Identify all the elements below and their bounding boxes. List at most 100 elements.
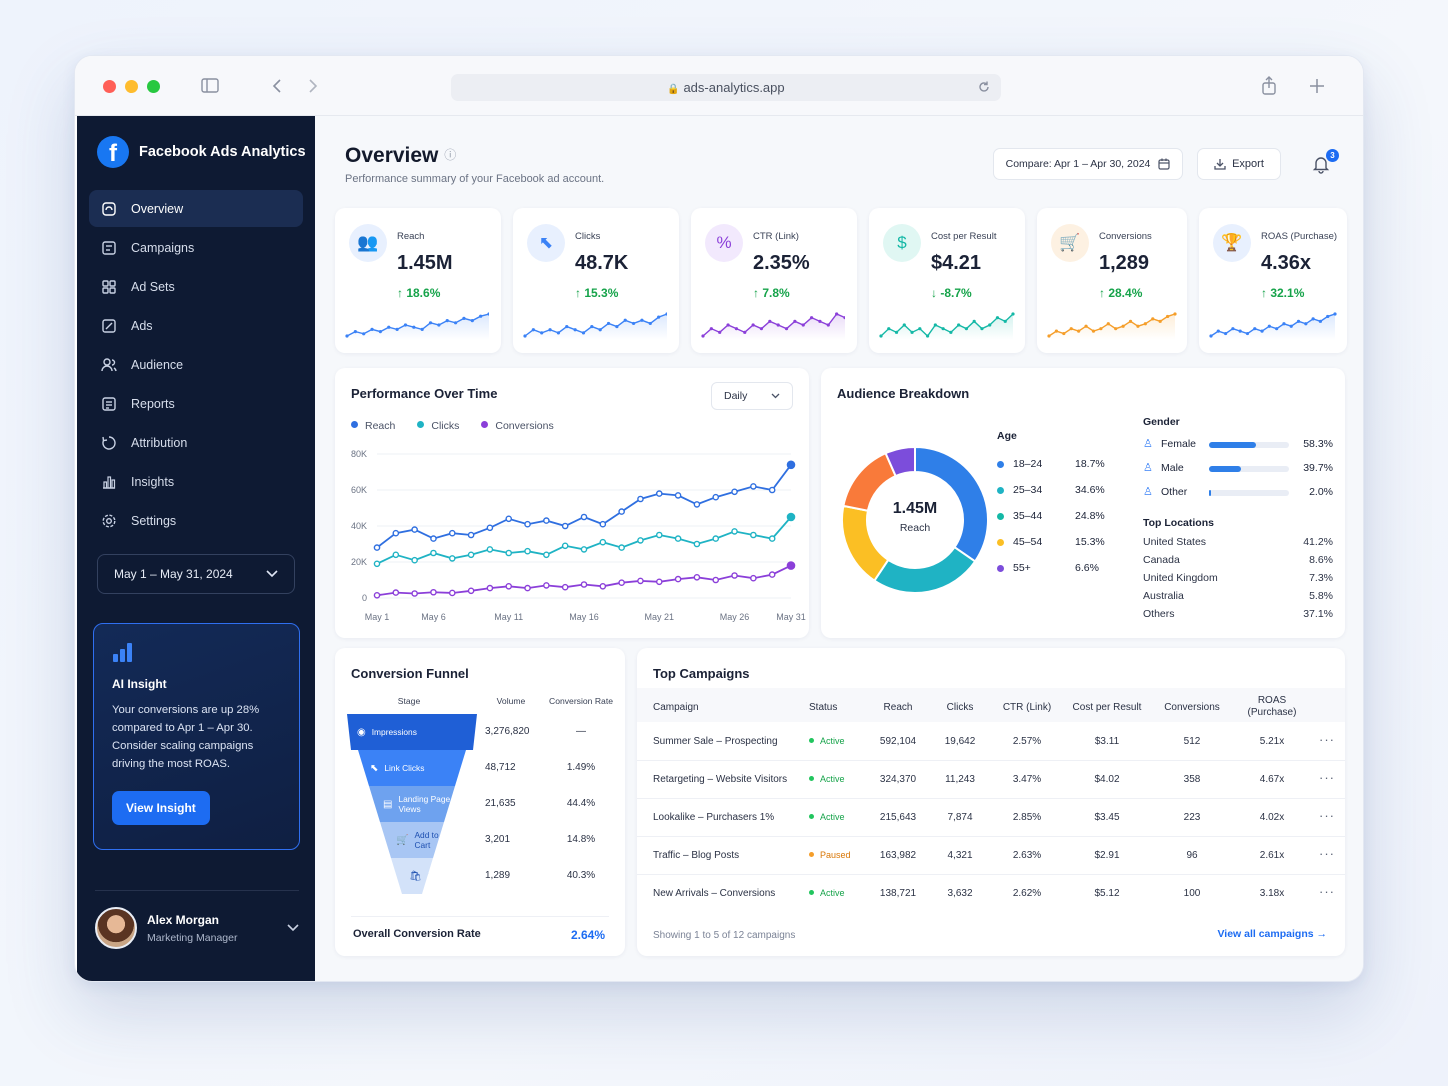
donut-segment[interactable] bbox=[872, 545, 977, 594]
data-point-reach[interactable] bbox=[693, 501, 701, 508]
data-point-clicks[interactable] bbox=[543, 551, 550, 559]
table-header-campaign[interactable]: Campaign bbox=[653, 702, 699, 713]
data-point-reach[interactable] bbox=[430, 535, 437, 542]
data-point-conversions[interactable] bbox=[786, 561, 796, 570]
data-point-conversions[interactable] bbox=[373, 591, 381, 599]
kpi-card-ctr-link[interactable]: % CTR (Link) 2.35% ↑ 7.8% bbox=[691, 208, 857, 353]
data-point-conversions[interactable] bbox=[467, 587, 475, 595]
table-row[interactable]: Retargeting – Website Visitors Active 324,… bbox=[637, 760, 1345, 798]
data-point-conversions[interactable] bbox=[599, 582, 607, 590]
data-point-conversions[interactable] bbox=[430, 588, 437, 596]
view-all-campaigns-link[interactable]: View all campaigns → bbox=[1217, 928, 1327, 940]
kpi-card-roas-purchase[interactable]: 🏆 ROAS (Purchase) 4.36x ↑ 32.1% bbox=[1199, 208, 1347, 353]
kpi-card-reach[interactable]: 👥 Reach 1.45M ↑ 18.6% bbox=[335, 208, 501, 353]
data-point-clicks[interactable] bbox=[786, 512, 796, 522]
sidebar-item-insights[interactable]: Insights bbox=[89, 463, 303, 500]
data-point-clicks[interactable] bbox=[693, 540, 701, 548]
data-point-clicks[interactable] bbox=[637, 537, 644, 544]
legend-item-reach[interactable]: Reach bbox=[351, 420, 395, 432]
kpi-card-cost-per-result[interactable]: $ Cost per Result $4.21 ↓ -8.7% bbox=[869, 208, 1025, 353]
data-point-conversions[interactable] bbox=[448, 589, 456, 597]
data-point-conversions[interactable] bbox=[543, 582, 550, 589]
data-point-clicks[interactable] bbox=[505, 549, 513, 557]
table-header-clicks[interactable]: Clicks bbox=[946, 702, 974, 713]
sidebar-item-attribution[interactable]: Attribution bbox=[89, 424, 303, 461]
sidebar-item-overview[interactable]: Overview bbox=[89, 190, 303, 227]
maximize-window-button[interactable] bbox=[147, 80, 160, 93]
data-point-reach[interactable] bbox=[505, 515, 513, 523]
funnel-stage-add-to-cart[interactable]: 🛒 Add to Cart bbox=[380, 822, 444, 858]
legend-item-clicks[interactable]: Clicks bbox=[417, 420, 459, 432]
back-icon[interactable] bbox=[271, 78, 283, 94]
kpi-card-conversions[interactable]: 🛒 Conversions 1,289 ↑ 28.4% bbox=[1037, 208, 1187, 353]
new-tab-icon[interactable] bbox=[1309, 78, 1325, 94]
data-point-reach[interactable] bbox=[786, 460, 796, 470]
chevron-down-icon[interactable] bbox=[287, 924, 299, 932]
share-icon[interactable] bbox=[1261, 76, 1277, 96]
data-point-clicks[interactable] bbox=[448, 555, 456, 562]
brand[interactable]: f Facebook Ads Analytics bbox=[97, 136, 306, 168]
data-point-reach[interactable] bbox=[618, 508, 625, 515]
more-options-icon[interactable]: ··· bbox=[1319, 884, 1335, 899]
data-point-clicks[interactable] bbox=[411, 556, 418, 564]
compare-date-button[interactable]: Compare: Apr 1 – Apr 30, 2024 bbox=[993, 148, 1183, 180]
data-point-conversions[interactable] bbox=[524, 584, 531, 592]
table-header-status[interactable]: Status bbox=[809, 702, 838, 713]
data-point-conversions[interactable] bbox=[768, 571, 776, 578]
data-point-reach[interactable] bbox=[637, 495, 644, 503]
data-point-reach[interactable] bbox=[524, 520, 531, 528]
sidebar-toggle-icon[interactable] bbox=[201, 78, 219, 94]
view-insight-button[interactable]: View Insight bbox=[112, 791, 210, 825]
user-profile[interactable]: Alex Morgan Marketing Manager bbox=[95, 890, 299, 949]
data-point-clicks[interactable] bbox=[674, 535, 682, 542]
data-point-conversions[interactable] bbox=[618, 579, 625, 586]
more-options-icon[interactable]: ··· bbox=[1319, 732, 1335, 747]
table-header-reach[interactable]: Reach bbox=[883, 702, 913, 713]
data-point-clicks[interactable] bbox=[731, 528, 738, 535]
data-point-conversions[interactable] bbox=[505, 582, 513, 590]
data-point-conversions[interactable] bbox=[712, 576, 720, 584]
data-point-reach[interactable] bbox=[486, 524, 494, 532]
data-point-clicks[interactable] bbox=[524, 547, 531, 555]
data-point-clicks[interactable] bbox=[768, 535, 776, 542]
info-icon[interactable]: ⓘ bbox=[444, 148, 457, 162]
data-point-reach[interactable] bbox=[674, 492, 682, 499]
data-point-reach[interactable] bbox=[712, 493, 720, 501]
funnel-stage-impressions[interactable]: ◉ Impressions bbox=[347, 714, 477, 750]
sidebar-item-ads[interactable]: Ads bbox=[89, 307, 303, 344]
sidebar-item-ad-sets[interactable]: Ad Sets bbox=[89, 268, 303, 305]
data-point-reach[interactable] bbox=[580, 513, 588, 521]
data-point-clicks[interactable] bbox=[580, 546, 588, 553]
data-point-reach[interactable] bbox=[768, 486, 776, 494]
more-options-icon[interactable]: ··· bbox=[1319, 846, 1335, 861]
data-point-conversions[interactable] bbox=[637, 577, 644, 585]
data-point-conversions[interactable] bbox=[750, 574, 757, 582]
funnel-stage-purchases[interactable]: 🛍 Purchases bbox=[391, 858, 433, 894]
data-point-clicks[interactable] bbox=[561, 542, 569, 550]
funnel-stage-landing-page-views[interactable]: ▤ Landing Page Views bbox=[369, 786, 455, 822]
data-point-clicks[interactable] bbox=[655, 531, 663, 539]
bell-icon[interactable] bbox=[1311, 154, 1331, 174]
data-point-reach[interactable] bbox=[392, 529, 400, 537]
table-row[interactable]: Lookalike – Purchasers 1% Active 215,643 7,… bbox=[637, 798, 1345, 836]
data-point-clicks[interactable] bbox=[430, 549, 437, 557]
table-header-roas[interactable]: ROAS bbox=[1257, 695, 1287, 706]
funnel-stage-link-clicks[interactable]: ⬉ Link Clicks bbox=[358, 750, 466, 786]
sidebar-item-audience[interactable]: Audience bbox=[89, 346, 303, 383]
data-point-reach[interactable] bbox=[599, 520, 607, 528]
table-row[interactable]: New Arrivals – Conversions Active 138,721 3… bbox=[637, 874, 1345, 912]
data-point-clicks[interactable] bbox=[712, 535, 720, 542]
data-point-conversions[interactable] bbox=[655, 578, 663, 586]
data-point-reach[interactable] bbox=[731, 488, 738, 496]
granularity-select[interactable]: Daily bbox=[711, 382, 793, 410]
data-point-conversions[interactable] bbox=[693, 573, 701, 581]
table-header-conversions[interactable]: Conversions bbox=[1164, 702, 1220, 713]
data-point-clicks[interactable] bbox=[486, 546, 494, 553]
sidebar-item-campaigns[interactable]: Campaigns bbox=[89, 229, 303, 266]
data-point-clicks[interactable] bbox=[467, 551, 475, 559]
legend-item-conversions[interactable]: Conversions bbox=[481, 420, 554, 432]
donut-segment[interactable] bbox=[884, 445, 916, 478]
data-point-conversions[interactable] bbox=[392, 589, 400, 596]
data-point-clicks[interactable] bbox=[599, 538, 607, 546]
more-options-icon[interactable]: ··· bbox=[1319, 770, 1335, 785]
